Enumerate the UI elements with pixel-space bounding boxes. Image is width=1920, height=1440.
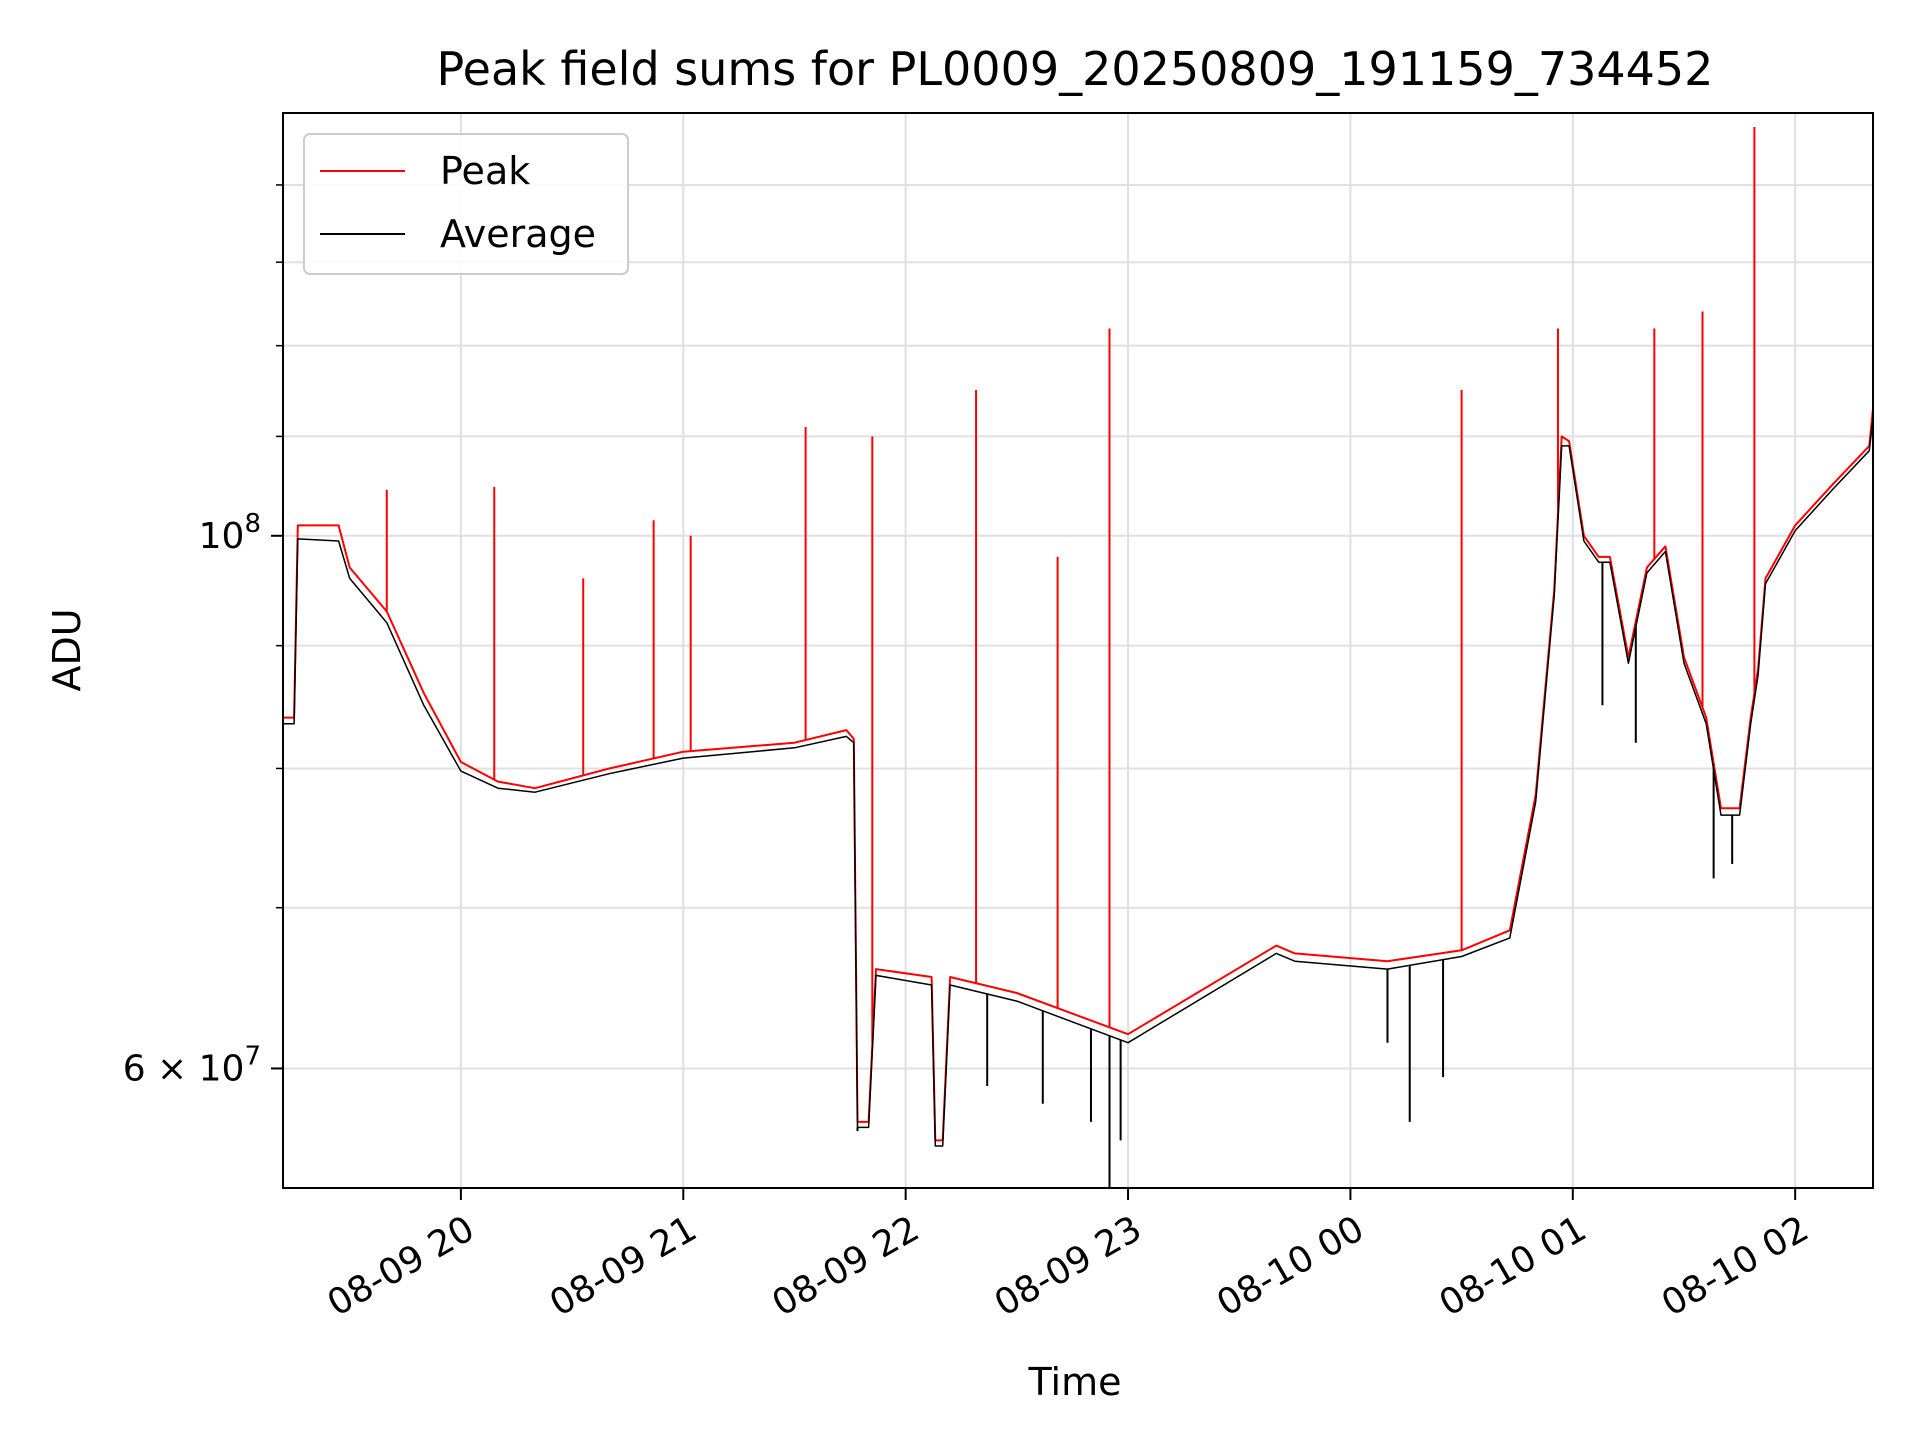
series-layer [283,126,1873,1188]
legend-label-average: Average [440,212,596,256]
series-peak-line [283,408,1873,1142]
y-axis: 108 6 × 107 [123,184,283,1089]
y-axis-label: ADU [45,608,89,691]
legend: Peak Average [303,133,629,275]
plot-frame [282,112,1874,1189]
grid [283,113,1873,1188]
legend-box [303,133,629,275]
legend-label-peak: Peak [440,149,530,193]
chart-title: Peak field sums for PL0009_20250809_1911… [437,42,1714,96]
y-tick-label: 108 [199,509,261,557]
x-axis-label: Time [1028,1360,1122,1404]
y-tick-label: 6 × 107 [123,1041,261,1089]
series-average-line [283,417,1873,1147]
